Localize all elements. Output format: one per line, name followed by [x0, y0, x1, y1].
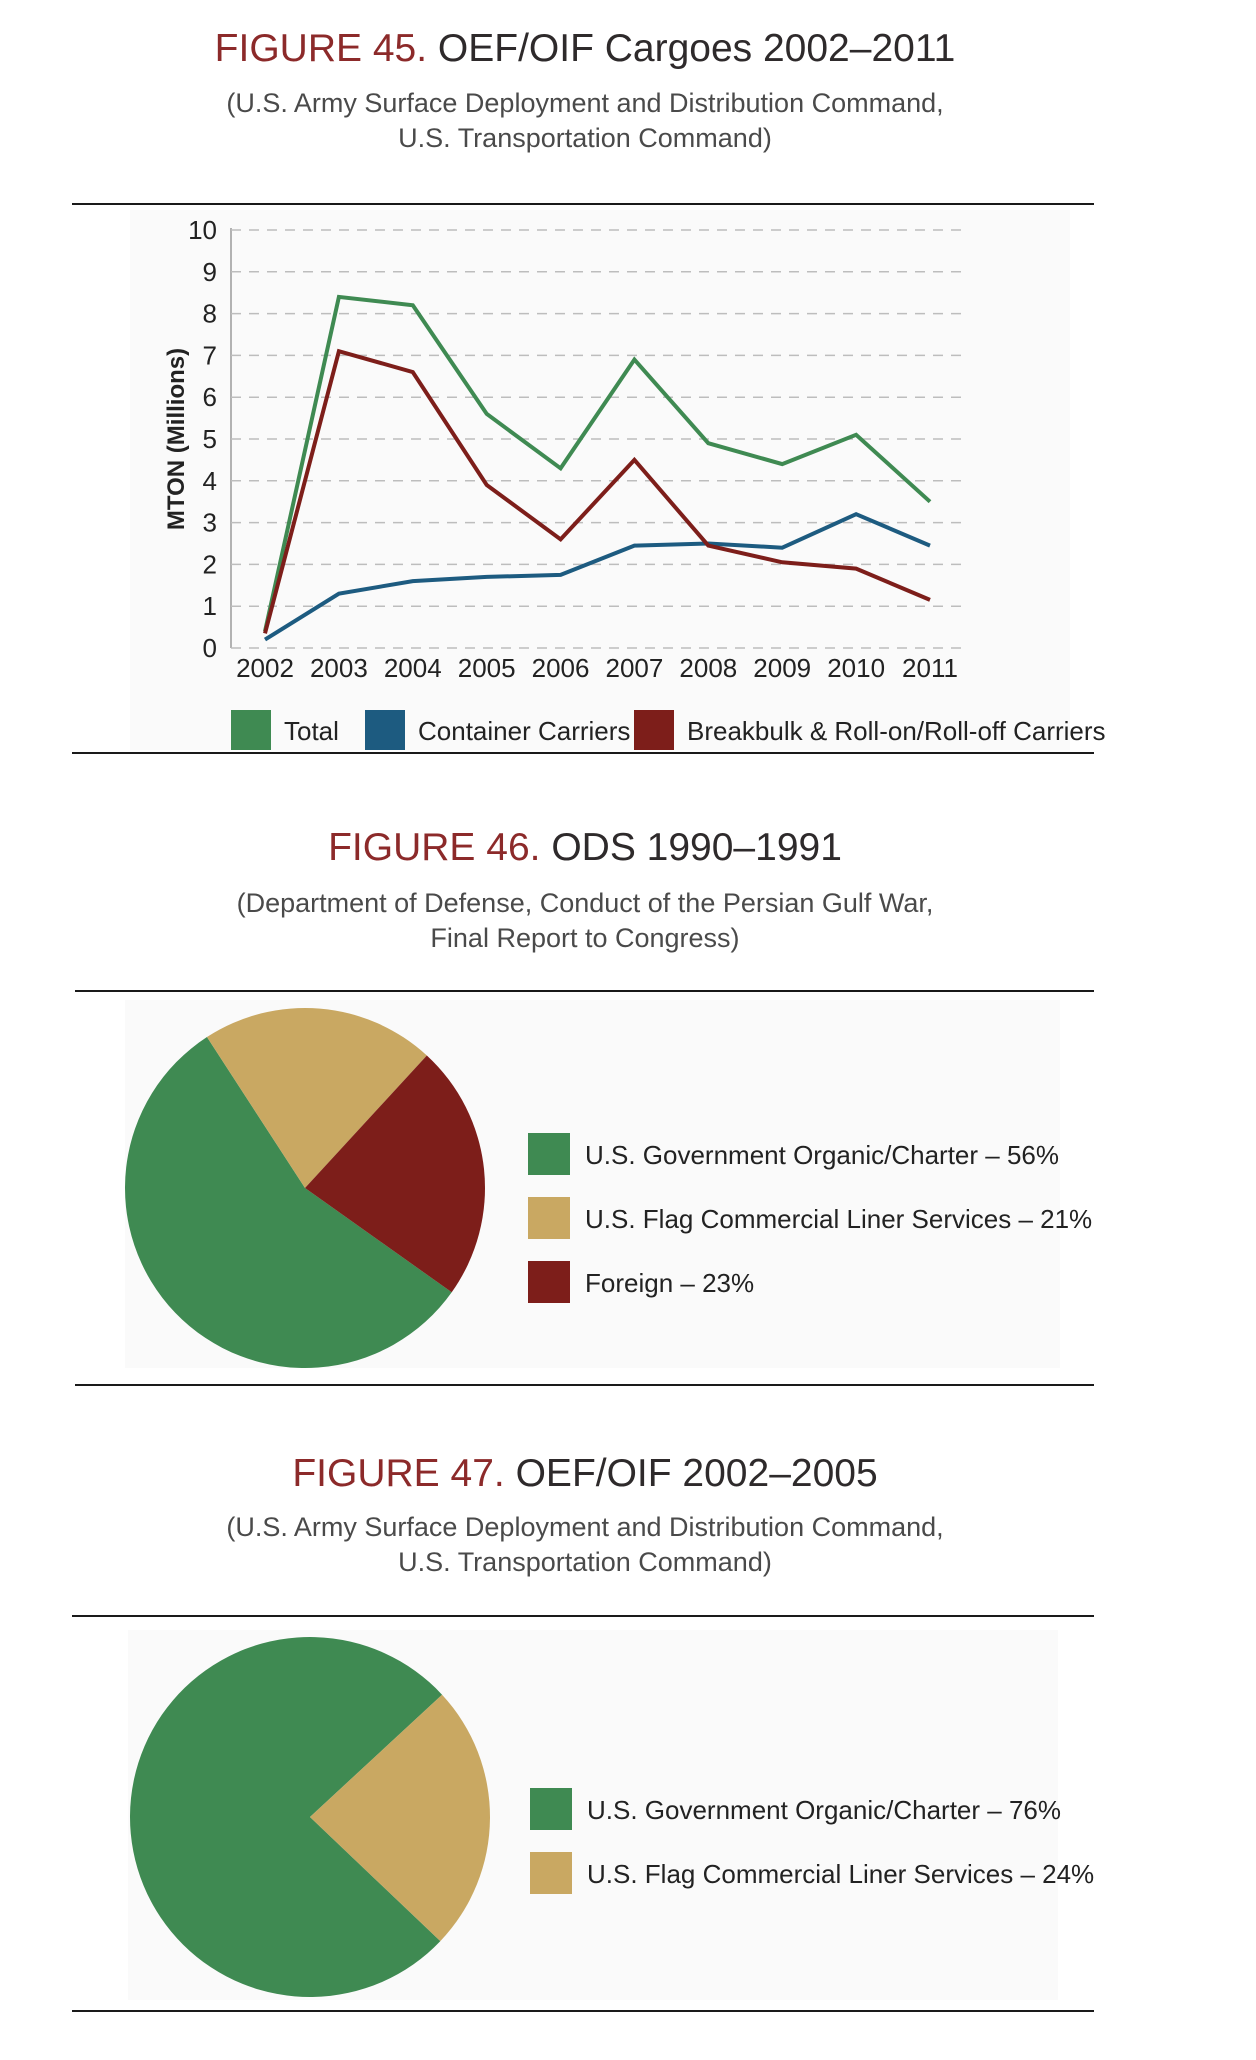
- x-tick-label-2006: 2006: [532, 653, 590, 683]
- legend-swatch-container-carriers: [365, 710, 405, 750]
- figure-47-title: FIGURE 47. OEF/OIF 2002–2005: [0, 1452, 1170, 1496]
- x-tick-label-2003: 2003: [310, 653, 368, 683]
- pie1-legend-swatch-u-s-flag-commercial-liner-services-21: [528, 1197, 570, 1239]
- y-tick-label-4: 4: [203, 466, 217, 496]
- y-tick-label-3: 3: [203, 508, 217, 538]
- legend-swatch-breakbulk-roll-on-roll-off-carriers: [634, 710, 674, 750]
- figure-47-top-rule: [72, 1615, 1094, 1617]
- y-axis-title: MTON (Millions): [163, 348, 190, 530]
- pie2-legend-label-u-s-flag-commercial-liner-services-24: U.S. Flag Commercial Liner Services – 24…: [587, 1859, 1094, 1889]
- legend-label-breakbulk-roll-on-roll-off-carriers: Breakbulk & Roll-on/Roll-off Carriers: [687, 716, 1106, 746]
- figure-45-title: FIGURE 45. OEF/OIF Cargoes 2002–2011: [0, 27, 1170, 71]
- figure-46-bottom-rule: [75, 1384, 1094, 1386]
- x-tick-label-2009: 2009: [753, 653, 811, 683]
- figure-45-title-text: OEF/OIF Cargoes 2002–2011: [437, 27, 956, 70]
- pie1-legend-swatch-u-s-government-organic-charter-56: [528, 1133, 570, 1175]
- pie1-legend-label-foreign-23: Foreign – 23%: [585, 1268, 754, 1298]
- figure-46-number: FIGURE 46.: [328, 826, 541, 869]
- figure-45-source-line-1: (U.S. Army Surface Deployment and Distri…: [226, 88, 944, 118]
- pie2-legend-swatch-u-s-government-organic-charter-76: [530, 1788, 572, 1830]
- figure-47-source-line-1: (U.S. Army Surface Deployment and Distri…: [226, 1512, 944, 1542]
- figure-46-pie-chart: U.S. Government Organic/Charter – 56% U.S…: [124, 1007, 1092, 1368]
- pie1-legend-swatch-foreign-23: [528, 1261, 570, 1303]
- series-line-breakbulk-roll-on-roll-off-carriers: [263, 348, 931, 634]
- pie2-legend-swatch-u-s-flag-commercial-liner-services-24: [530, 1852, 572, 1894]
- figure-45-bottom-rule: [72, 752, 1094, 754]
- figure-47-bottom-rule: [72, 2010, 1094, 2012]
- figure-45-source-line-2: U.S. Transportation Command): [398, 123, 772, 153]
- y-tick-label-6: 6: [203, 382, 217, 412]
- figure-46-top-rule: [75, 990, 1094, 992]
- pie1-legend-label-u-s-flag-commercial-liner-services-21: U.S. Flag Commercial Liner Services – 21…: [585, 1204, 1092, 1234]
- figure-45-panel: [130, 210, 1070, 750]
- figure-47-pie-chart: U.S. Government Organic/Charter – 76% U.S…: [129, 1636, 1094, 1997]
- x-tick-label-2007: 2007: [606, 653, 664, 683]
- pie1-legend-label-u-s-government-organic-charter-56: U.S. Government Organic/Charter – 56%: [585, 1140, 1059, 1170]
- series-line-total: [263, 294, 932, 632]
- pie2-slice-u-s-flag-commercial-liner-services-24: [310, 1694, 490, 1942]
- figure-46-title-text: ODS 1990–1991: [551, 826, 842, 869]
- y-tick-label-10: 10: [188, 215, 217, 245]
- y-tick-label-1: 1: [203, 591, 217, 621]
- x-tick-label-2004: 2004: [384, 653, 442, 683]
- x-tick-label-2005: 2005: [458, 653, 516, 683]
- figure-46-source-line-1: (Department of Defense, Conduct of the P…: [236, 888, 934, 918]
- y-tick-label-9: 9: [203, 257, 217, 287]
- y-tick-label-8: 8: [203, 299, 217, 329]
- legend-label-total: Total: [284, 716, 339, 746]
- legend-swatch-total: [231, 710, 271, 750]
- series-line-container-carriers: [263, 512, 931, 642]
- pie2-slice-u-s-government-organic-charter-76: [129, 1636, 443, 1997]
- figure-46-source-line-2: Final Report to Congress): [430, 923, 740, 953]
- x-tick-label-2008: 2008: [679, 653, 737, 683]
- x-tick-label-2010: 2010: [827, 653, 885, 683]
- figure-46-title: FIGURE 46. ODS 1990–1991: [0, 826, 1170, 870]
- y-tick-label-5: 5: [203, 424, 217, 454]
- figure-45-number: FIGURE 45.: [214, 27, 428, 70]
- y-tick-label-0: 0: [203, 633, 217, 663]
- y-tick-label-7: 7: [203, 340, 217, 370]
- figure-45-top-rule: [72, 203, 1094, 205]
- x-tick-label-2002: 2002: [236, 653, 294, 683]
- pie2-legend-label-u-s-government-organic-charter-76: U.S. Government Organic/Charter – 76%: [587, 1795, 1061, 1825]
- figure-47-number: FIGURE 47.: [292, 1452, 505, 1495]
- legend-label-container-carriers: Container Carriers: [418, 716, 630, 746]
- figure-47-source-line-2: U.S. Transportation Command): [398, 1547, 772, 1577]
- pie1-slice-foreign-23: [305, 1055, 485, 1293]
- figure-45-line-chart: 0 1 2 3 4 5 6 7 8 9 10 MTON (Millions) 2002 2003 2004 2…: [163, 215, 1106, 750]
- pie1-slice-u-s-flag-commercial-liner-services-21: [206, 1007, 427, 1188]
- x-tick-label-2011: 2011: [902, 653, 958, 683]
- y-tick-label-2: 2: [203, 549, 217, 579]
- pie1-slice-u-s-government-organic-charter-56: [124, 1037, 452, 1368]
- figure-47-title-text: OEF/OIF 2002–2005: [515, 1452, 878, 1495]
